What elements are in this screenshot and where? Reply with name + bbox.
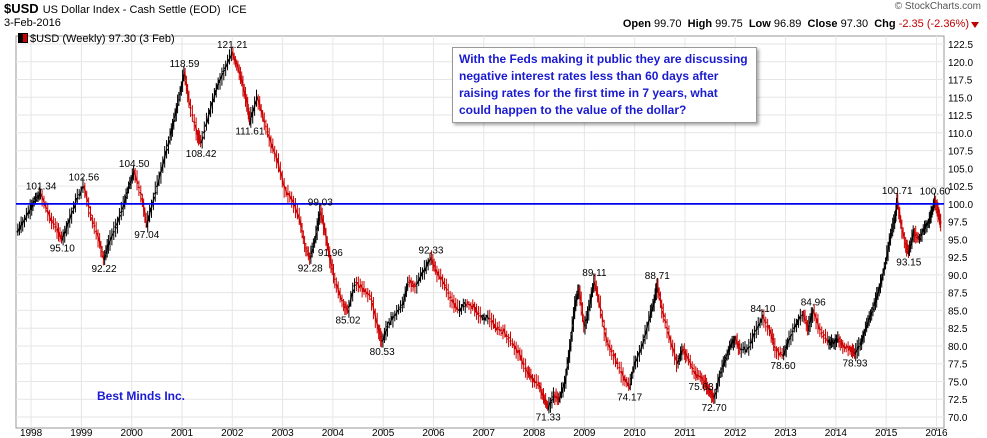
pivot-label: 78.93 [842, 359, 867, 370]
y-tick-label: 115.0 [948, 93, 973, 104]
symbol-line: $USD US Dollar Index - Cash Settle (EOD) … [4, 1, 247, 16]
pivot-label: 121.21 [217, 40, 248, 51]
low-value: 96.89 [773, 18, 802, 30]
x-tick-label: 2009 [573, 428, 596, 438]
x-tick-label: 2001 [171, 428, 194, 438]
pivot-label: 78.60 [771, 361, 796, 372]
y-tick-label: 87.5 [948, 289, 968, 300]
symbol: $USD [4, 1, 39, 16]
open-label: Open [622, 18, 651, 30]
pivot-label: 118.59 [170, 59, 200, 70]
x-tick-label: 2005 [372, 428, 395, 438]
pivot-label: 99.03 [308, 198, 333, 209]
y-tick-label: 110.0 [948, 129, 973, 140]
y-tick-label: 85.0 [948, 306, 968, 317]
x-tick-label: 2014 [825, 428, 848, 438]
x-tick-label: 2002 [221, 428, 244, 438]
annotation-box: With the Feds making it public they are … [452, 47, 757, 123]
x-tick-label: 2016 [925, 428, 948, 438]
pivot-label: 101.34 [26, 181, 57, 192]
watermark: Best Minds Inc. [97, 389, 186, 403]
y-tick-label: 80.0 [948, 342, 968, 353]
pivot-label: 75.63 [689, 382, 714, 393]
y-tick-label: 120.0 [948, 58, 973, 69]
y-tick-label: 92.5 [948, 253, 968, 264]
x-tick-label: 2012 [724, 428, 747, 438]
x-tick-label: 2007 [473, 428, 496, 438]
x-tick-label: 2011 [674, 428, 696, 438]
close-label: Close [807, 18, 838, 30]
x-tick-label: 2003 [271, 428, 294, 438]
y-tick-label: 122.5 [948, 40, 973, 51]
x-tick-label: 1998 [20, 428, 43, 438]
pivot-label: 80.53 [370, 347, 395, 358]
x-tick-label: 1999 [70, 428, 93, 438]
brand-label: © StockCharts.com [894, 1, 981, 12]
y-tick-label: 72.5 [948, 395, 968, 406]
y-tick-label: 112.5 [948, 111, 973, 122]
pivot-label: 92.33 [418, 245, 443, 256]
x-tick-label: 2000 [121, 428, 144, 438]
pivot-label: 85.02 [335, 315, 360, 326]
pivot-label: 74.17 [617, 392, 642, 403]
y-tick-label: 77.5 [948, 360, 968, 371]
plot-frame [15, 35, 945, 429]
pivot-label: 100.60 [920, 187, 951, 198]
y-tick-label: 75.0 [948, 377, 968, 388]
low-label: Low [748, 18, 771, 30]
high-value: 99.75 [715, 18, 743, 30]
pivot-label: 102.56 [69, 173, 100, 184]
pivot-label: 88.71 [645, 271, 670, 282]
pivot-label: 92.28 [298, 264, 323, 275]
close-value: 97.30 [840, 18, 869, 30]
x-tick-label: 2004 [322, 428, 345, 438]
pivot-label: 71.33 [536, 413, 561, 424]
x-tick-label: 2013 [774, 428, 797, 438]
y-tick-label: 70.0 [948, 413, 968, 424]
series-legend: $USD (Weekly) 97.30 (3 Feb) [18, 33, 175, 45]
y-tick-label: 95.0 [948, 235, 968, 246]
pivot-label: 84.96 [801, 298, 826, 309]
ohlc-readout: Open 99.70 High 99.75 Low 96.89 Close 97… [623, 18, 969, 30]
high-label: High [687, 18, 713, 30]
legend-swatch-icon [18, 33, 28, 43]
y-tick-label: 107.5 [948, 147, 973, 158]
pivot-label: 72.70 [702, 403, 727, 414]
x-tick-label: 2008 [523, 428, 546, 438]
pivot-label: 108.42 [186, 149, 217, 160]
y-tick-label: 82.5 [948, 324, 968, 335]
symbol-description: US Dollar Index - Cash Settle (EOD) [42, 4, 221, 16]
y-tick-label: 100.0 [948, 200, 973, 211]
pivot-label: 100.71 [882, 186, 913, 197]
exchange: ICE [228, 4, 247, 16]
x-tick-label: 2015 [875, 428, 898, 438]
y-tick-label: 102.5 [948, 182, 973, 193]
chg-label: Chg [874, 18, 896, 30]
down-arrow-icon [971, 22, 979, 28]
pivot-label: 84.10 [750, 304, 775, 315]
pivot-label: 89.11 [582, 268, 607, 279]
y-tick-label: 105.0 [948, 164, 973, 175]
x-tick-label: 2006 [422, 428, 445, 438]
pivot-label: 95.10 [50, 244, 75, 255]
pivot-label: 111.61 [235, 126, 265, 137]
pivot-label: 92.22 [92, 264, 117, 275]
chg-value: -2.35 (-2.36%) [898, 18, 969, 30]
legend-text: $USD (Weekly) 97.30 (3 Feb) [30, 33, 175, 45]
pivot-label: 91.96 [318, 248, 343, 259]
chart-date: 3-Feb-2016 [4, 17, 61, 29]
x-tick-label: 2010 [624, 428, 647, 438]
y-tick-label: 117.5 [948, 76, 973, 87]
pivot-label: 93.15 [896, 258, 921, 269]
pivot-label: 104.50 [119, 159, 150, 170]
chart-header: $USD US Dollar Index - Cash Settle (EOD) … [0, 0, 987, 36]
y-tick-label: 97.5 [948, 218, 968, 229]
open-value: 99.70 [654, 18, 682, 30]
pivot-label: 97.04 [134, 230, 159, 241]
y-tick-label: 90.0 [948, 271, 968, 282]
